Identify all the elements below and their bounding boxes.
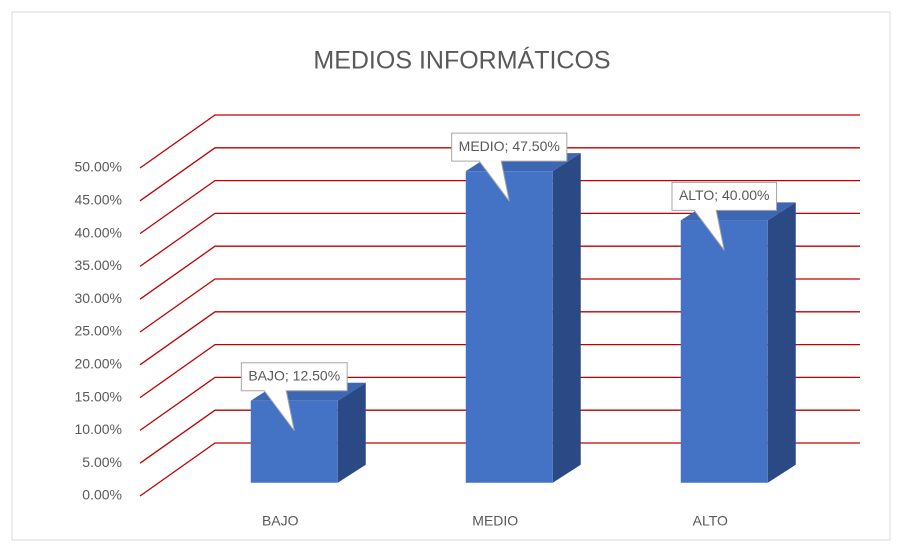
grid-line	[139, 245, 860, 300]
bar-side	[552, 153, 581, 483]
data-label-box	[451, 132, 568, 202]
y-tick-label: 20.00%	[75, 356, 122, 372]
x-tick-label: BAJO	[262, 513, 299, 529]
y-tick-label: 15.00%	[75, 388, 122, 404]
data-label: ALTO; 40.00%	[679, 187, 770, 203]
x-tick-label: MEDIO	[472, 513, 518, 529]
x-tick-label: ALTO	[693, 513, 728, 529]
y-tick-label: 25.00%	[75, 323, 122, 339]
data-label: BAJO; 12.50%	[248, 367, 340, 383]
y-tick-label: 5.00%	[82, 454, 122, 470]
y-tick-label: 50.00%	[75, 159, 122, 175]
y-tick-label: 45.00%	[75, 192, 122, 208]
y-tick-label: 30.00%	[75, 290, 122, 306]
grid-line	[139, 147, 860, 202]
grid-line	[139, 212, 860, 267]
y-tick-label: 10.00%	[75, 421, 122, 437]
grid-line	[139, 114, 860, 169]
bar	[250, 400, 338, 483]
chart-title: MEDIOS INFORMÁTICOS	[313, 46, 610, 75]
data-label: MEDIO; 47.50%	[459, 138, 560, 154]
bar-side	[337, 382, 366, 483]
grid-line	[139, 343, 860, 399]
grid-line	[139, 311, 860, 366]
y-tick-label: 0.00%	[82, 487, 122, 503]
data-label-box	[671, 181, 778, 251]
grid-line	[139, 442, 860, 497]
bar-side	[767, 202, 796, 483]
bar	[680, 220, 768, 483]
y-tick-label: 40.00%	[75, 224, 122, 240]
data-label-box	[240, 362, 348, 432]
bar	[465, 171, 553, 483]
grid-line	[139, 179, 860, 235]
grid-line	[139, 376, 860, 431]
grid-line	[139, 409, 860, 464]
grid-line	[139, 278, 860, 333]
y-tick-label: 35.00%	[75, 257, 122, 273]
